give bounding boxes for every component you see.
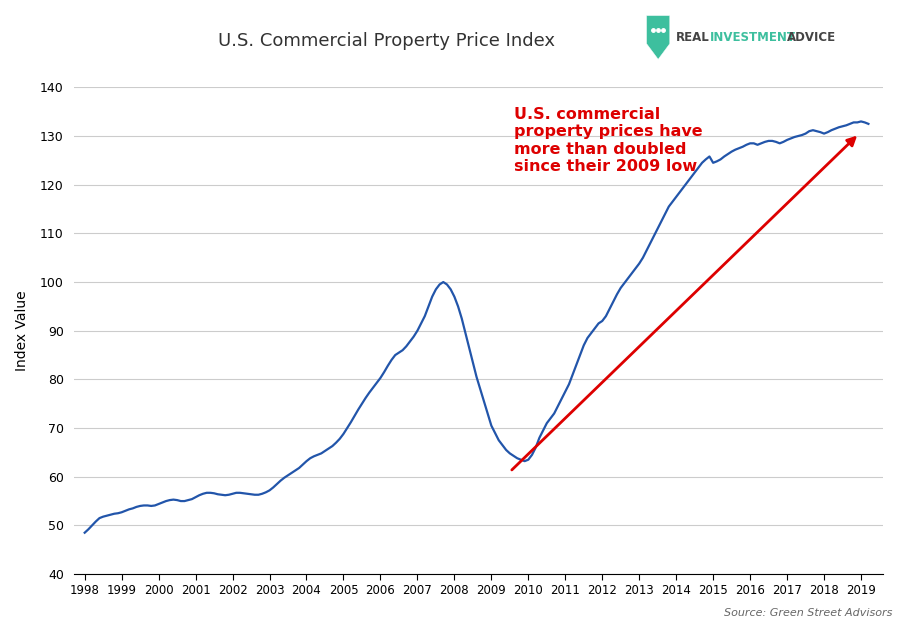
Text: ADVICE: ADVICE: [786, 31, 835, 44]
Polygon shape: [646, 16, 669, 59]
Text: Source: Green Street Advisors: Source: Green Street Advisors: [723, 608, 891, 618]
Y-axis label: Index Value: Index Value: [15, 290, 28, 371]
Text: INVESTMENT: INVESTMENT: [709, 31, 795, 44]
Text: REAL: REAL: [675, 31, 709, 44]
Text: U.S. commercial
property prices have
more than doubled
since their 2009 low: U.S. commercial property prices have mor…: [513, 107, 701, 174]
Text: U.S. Commercial Property Price Index: U.S. Commercial Property Price Index: [218, 32, 554, 50]
